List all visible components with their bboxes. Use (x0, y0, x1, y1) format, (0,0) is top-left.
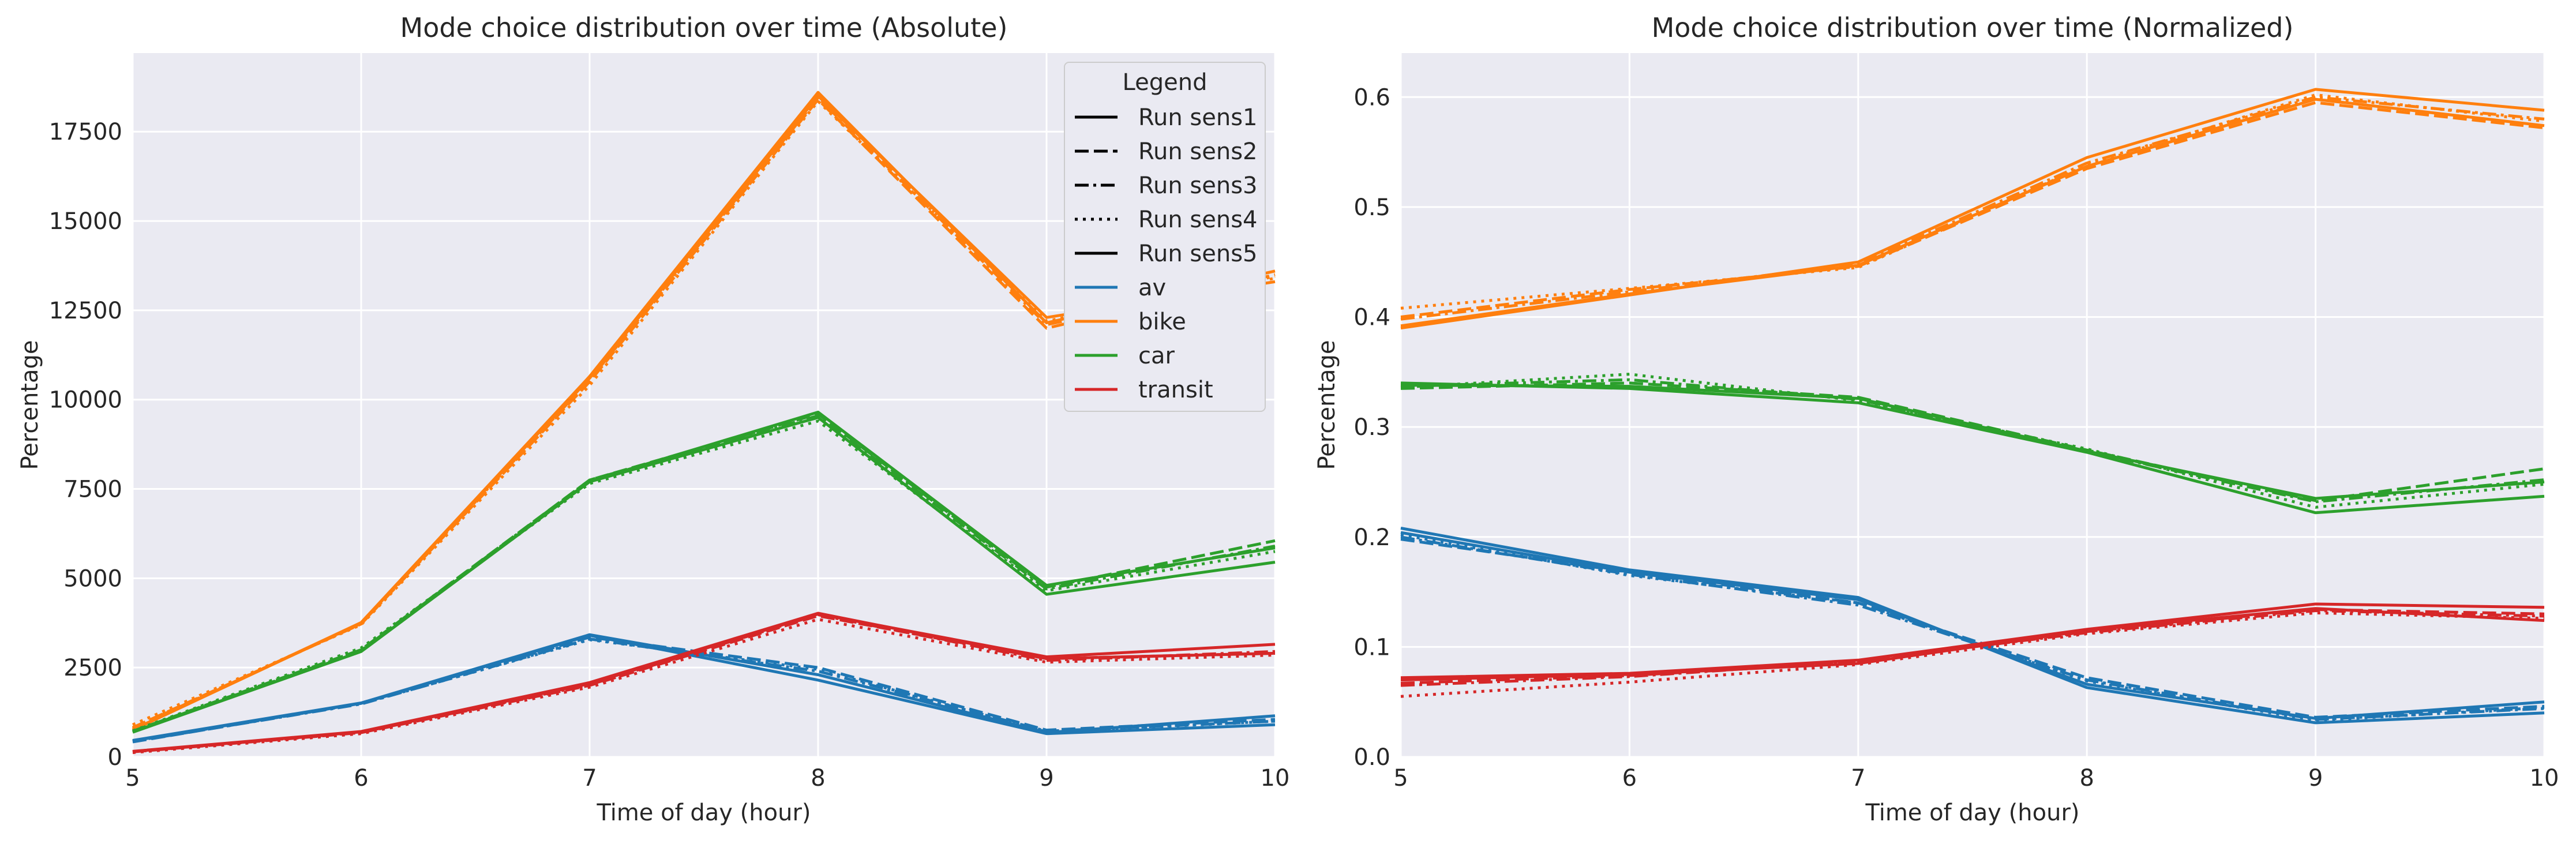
y-tick-label: 0.5 (1353, 194, 1390, 221)
series-line-car-run-sens4 (132, 419, 1276, 733)
absolute-chart-panel: 5 6 7 8 9 10 0 2500 5000 7500 10000 12500 15000 17500… (17, 12, 1289, 826)
series-line-transit-run-sens4 (1400, 611, 2545, 698)
legend-title: Legend (1123, 69, 1208, 96)
series-line-av-run-sens5 (1400, 531, 2545, 720)
legend-label: Run sens3 (1138, 172, 1258, 199)
x-axis-label: Time of day (hour) (1865, 800, 2080, 826)
legend-label: car (1138, 343, 1175, 369)
y-tick-label: 0.2 (1353, 524, 1390, 551)
y-axis-label: Percentage (17, 340, 43, 470)
series-line-car-run-sens5 (1400, 384, 2545, 500)
series-line-bike-run-sens5 (1400, 97, 2545, 328)
x-tick-label: 10 (2530, 765, 2559, 792)
series-line-transit-run-sens4 (132, 618, 1276, 755)
x-tick-label: 8 (2079, 765, 2094, 792)
series-line-bike-run-sens3 (1400, 95, 2545, 321)
chart-title: Mode choice distribution over time (Norm… (1652, 12, 2294, 43)
x-tick-label: 5 (125, 765, 140, 792)
x-tick-label: 6 (354, 765, 368, 792)
y-tick-label: 0.6 (1353, 84, 1390, 111)
x-tick-label: 7 (582, 765, 597, 792)
x-tick-label: 5 (1393, 765, 1408, 792)
x-tick-label: 9 (2308, 765, 2323, 792)
y-tick-label: 0.0 (1353, 744, 1390, 771)
legend-box (1064, 62, 1266, 412)
plot-area (1401, 53, 2544, 757)
chart-title: Mode choice distribution over time (Abso… (400, 12, 1008, 43)
x-tick-label: 8 (811, 765, 825, 792)
y-tick-label: 10000 (49, 387, 122, 414)
y-tick-label: 0 (108, 744, 122, 771)
x-tick-label: 7 (1851, 765, 1865, 792)
x-tick-label: 6 (1622, 765, 1637, 792)
legend-label: bike (1138, 309, 1186, 335)
y-tick-label: 7500 (63, 477, 122, 503)
y-tick-label: 2500 (63, 655, 122, 681)
y-tick-label: 17500 (49, 119, 122, 145)
normalized-chart-panel: 5 6 7 8 9 10 0.0 0.1 0.2 0.3 0.4 0.5 0.6 Mode choice … (1314, 12, 2559, 826)
series-line-transit-run-sens5 (1400, 607, 2545, 682)
y-tick-label: 12500 (49, 298, 122, 324)
x-axis-label: Time of day (hour) (597, 800, 811, 826)
series-line-bike-run-sens4 (1400, 93, 2545, 310)
y-tick-label: 15000 (49, 208, 122, 235)
series-line-av-run-sens5 (132, 633, 1276, 742)
y-tick-label: 5000 (63, 565, 122, 592)
legend-label: Run sens2 (1138, 138, 1258, 165)
y-axis-label: Percentage (1314, 340, 1340, 470)
y-tick-label: 0.3 (1353, 414, 1390, 441)
legend-label: Run sens4 (1138, 207, 1258, 233)
series-line-car-run-sens1 (1400, 381, 2545, 515)
x-tick-label: 9 (1039, 765, 1053, 792)
series-line-car-run-sens5 (132, 410, 1276, 734)
y-tick-label: 0.4 (1353, 305, 1390, 331)
legend-label: av (1138, 275, 1166, 301)
y-tick-label: 0.1 (1353, 634, 1390, 661)
legend-label: transit (1138, 377, 1213, 403)
legend-label: Run sens1 (1138, 104, 1258, 131)
legend-label: Run sens5 (1138, 241, 1258, 267)
series-line-transit-run-sens5 (132, 612, 1276, 753)
x-tick-label: 10 (1261, 765, 1290, 792)
